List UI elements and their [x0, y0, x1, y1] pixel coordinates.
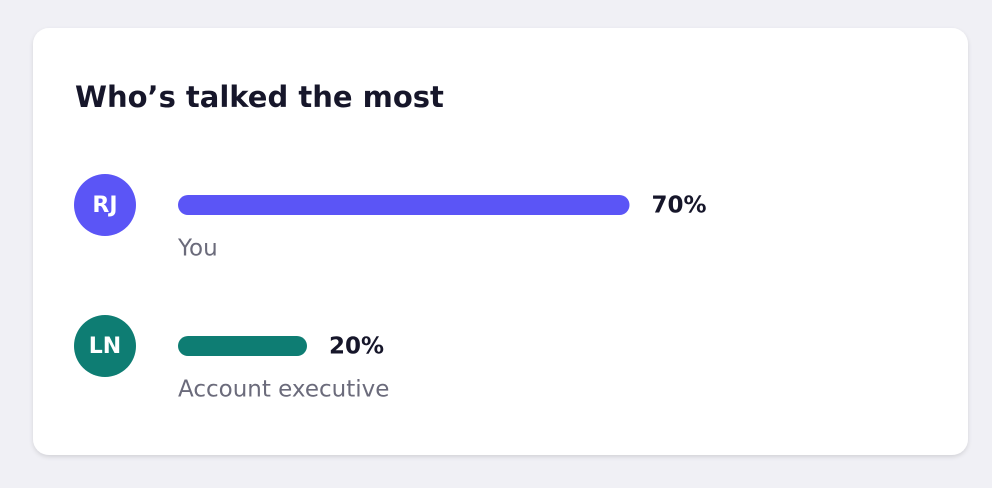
avatar — [74, 315, 136, 377]
bar — [178, 195, 630, 215]
bar — [178, 336, 307, 356]
participant-label: You — [177, 236, 218, 262]
card-title: Who’s talked the most — [75, 80, 444, 114]
value-label: 20% — [329, 334, 384, 360]
avatar-initials: LN — [89, 334, 121, 359]
participant-label: Account executive — [178, 377, 389, 403]
avatar — [74, 174, 136, 236]
value-label: 70% — [652, 193, 707, 219]
avatar-initials: RJ — [92, 193, 117, 218]
